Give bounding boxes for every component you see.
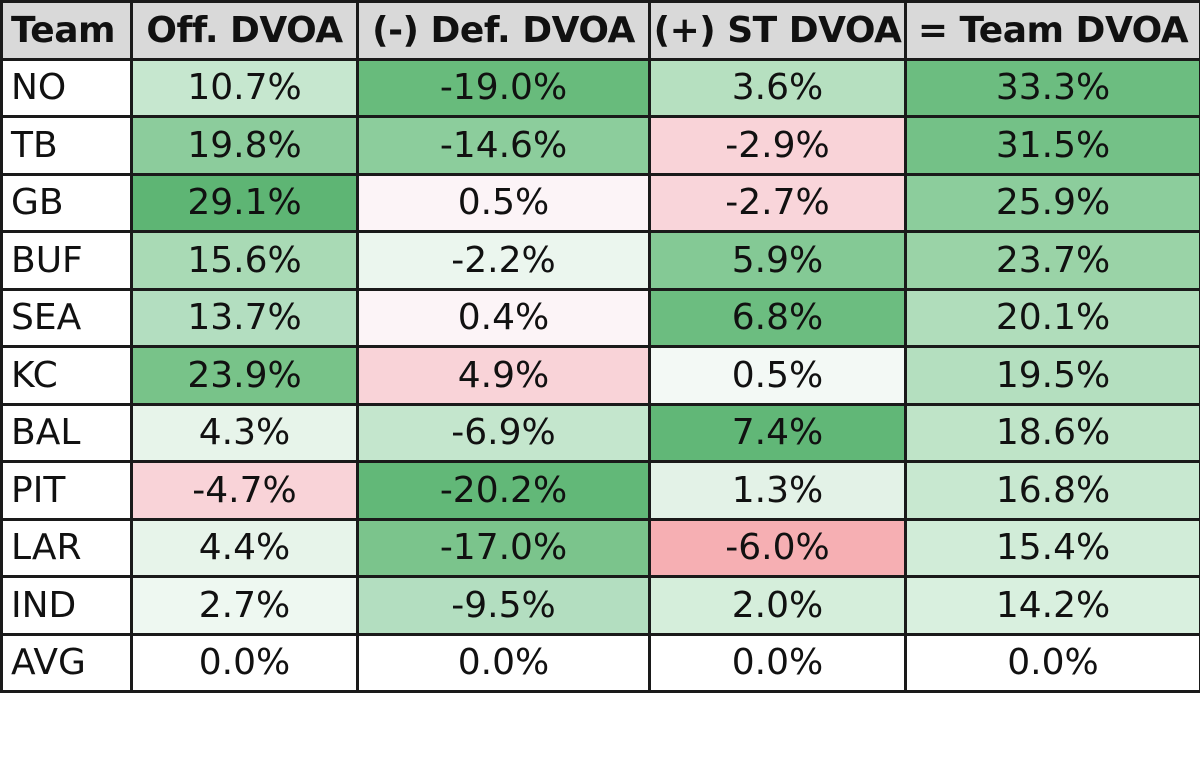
team-dvoa-cell: 25.9% [904, 172, 1200, 233]
st-dvoa-cell: 0.5% [648, 345, 907, 406]
st-dvoa-cell: -2.7% [648, 172, 907, 233]
team-dvoa-cell: 15.4% [904, 517, 1200, 578]
def-dvoa-cell: -9.5% [356, 575, 651, 636]
table-row: AVG 0.0% 0.0% 0.0% 0.0% [0, 632, 1200, 693]
table-row: SEA 13.7% 0.4% 6.8% 20.1% [0, 287, 1200, 348]
off-dvoa-cell: -4.7% [130, 460, 359, 521]
st-dvoa-cell: 2.0% [648, 575, 907, 636]
header-st-dvoa: (+) ST DVOA [648, 0, 907, 61]
team-dvoa-cell: 19.5% [904, 345, 1200, 406]
header-team-dvoa: = Team DVOA [904, 0, 1200, 61]
table-row: IND 2.7% -9.5% 2.0% 14.2% [0, 575, 1200, 636]
team-cell: PIT [0, 460, 133, 521]
team-dvoa-cell: 33.3% [904, 57, 1200, 118]
off-dvoa-cell: 0.0% [130, 632, 359, 693]
off-dvoa-cell: 23.9% [130, 345, 359, 406]
st-dvoa-cell: 3.6% [648, 57, 907, 118]
table-row: BUF 15.6% -2.2% 5.9% 23.7% [0, 230, 1200, 291]
def-dvoa-cell: -2.2% [356, 230, 651, 291]
off-dvoa-cell: 2.7% [130, 575, 359, 636]
team-cell: BAL [0, 402, 133, 463]
off-dvoa-cell: 4.4% [130, 517, 359, 578]
st-dvoa-cell: 1.3% [648, 460, 907, 521]
def-dvoa-cell: -19.0% [356, 57, 651, 118]
st-dvoa-cell: 5.9% [648, 230, 907, 291]
def-dvoa-cell: -6.9% [356, 402, 651, 463]
table-row: NO 10.7% -19.0% 3.6% 33.3% [0, 57, 1200, 118]
team-dvoa-cell: 0.0% [904, 632, 1200, 693]
def-dvoa-cell: 4.9% [356, 345, 651, 406]
team-cell: AVG [0, 632, 133, 693]
team-dvoa-cell: 16.8% [904, 460, 1200, 521]
dvoa-table: Team Off. DVOA (-) Def. DVOA (+) ST DVOA… [0, 0, 1200, 693]
team-dvoa-cell: 23.7% [904, 230, 1200, 291]
team-cell: SEA [0, 287, 133, 348]
team-cell: IND [0, 575, 133, 636]
team-dvoa-cell: 14.2% [904, 575, 1200, 636]
table-row: KC 23.9% 4.9% 0.5% 19.5% [0, 345, 1200, 406]
team-cell: NO [0, 57, 133, 118]
def-dvoa-cell: -20.2% [356, 460, 651, 521]
header-row: Team Off. DVOA (-) Def. DVOA (+) ST DVOA… [0, 0, 1200, 61]
off-dvoa-cell: 15.6% [130, 230, 359, 291]
off-dvoa-cell: 10.7% [130, 57, 359, 118]
off-dvoa-cell: 13.7% [130, 287, 359, 348]
team-dvoa-cell: 31.5% [904, 115, 1200, 176]
st-dvoa-cell: 0.0% [648, 632, 907, 693]
def-dvoa-cell: 0.0% [356, 632, 651, 693]
team-cell: BUF [0, 230, 133, 291]
table-row: BAL 4.3% -6.9% 7.4% 18.6% [0, 402, 1200, 463]
header-team: Team [0, 0, 133, 61]
def-dvoa-cell: -17.0% [356, 517, 651, 578]
table-row: TB 19.8% -14.6% -2.9% 31.5% [0, 115, 1200, 176]
table-body: NO 10.7% -19.0% 3.6% 33.3% TB 19.8% -14.6% -2.9%… [0, 57, 1200, 693]
table-row: GB 29.1% 0.5% -2.7% 25.9% [0, 172, 1200, 233]
off-dvoa-cell: 4.3% [130, 402, 359, 463]
team-cell: TB [0, 115, 133, 176]
table-row: PIT -4.7% -20.2% 1.3% 16.8% [0, 460, 1200, 521]
st-dvoa-cell: -2.9% [648, 115, 907, 176]
def-dvoa-cell: -14.6% [356, 115, 651, 176]
st-dvoa-cell: 6.8% [648, 287, 907, 348]
off-dvoa-cell: 29.1% [130, 172, 359, 233]
def-dvoa-cell: 0.4% [356, 287, 651, 348]
st-dvoa-cell: -6.0% [648, 517, 907, 578]
off-dvoa-cell: 19.8% [130, 115, 359, 176]
st-dvoa-cell: 7.4% [648, 402, 907, 463]
team-cell: KC [0, 345, 133, 406]
team-cell: LAR [0, 517, 133, 578]
table-row: LAR 4.4% -17.0% -6.0% 15.4% [0, 517, 1200, 578]
header-def-dvoa: (-) Def. DVOA [356, 0, 651, 61]
def-dvoa-cell: 0.5% [356, 172, 651, 233]
team-dvoa-cell: 20.1% [904, 287, 1200, 348]
team-dvoa-cell: 18.6% [904, 402, 1200, 463]
team-cell: GB [0, 172, 133, 233]
header-off-dvoa: Off. DVOA [130, 0, 359, 61]
